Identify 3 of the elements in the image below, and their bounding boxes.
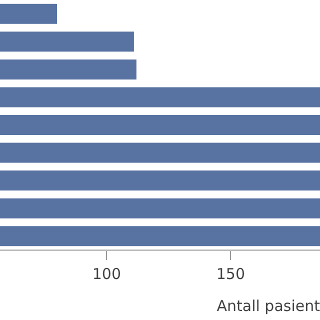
x-tick-label: 100 — [92, 264, 121, 283]
x-axis-title: Antall pasient — [216, 296, 320, 315]
x-tick-label: 150 — [216, 264, 246, 283]
